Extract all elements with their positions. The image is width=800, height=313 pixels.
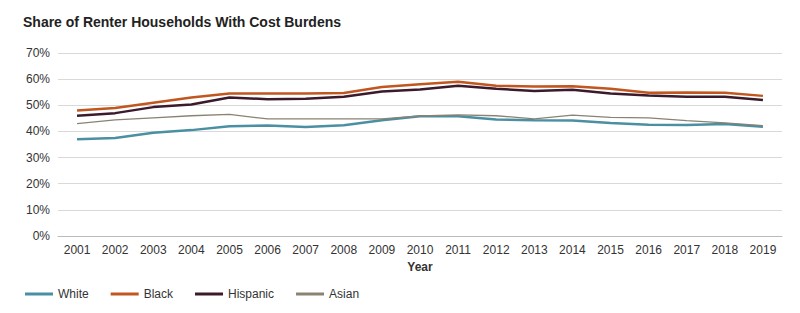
svg-text:2016: 2016 — [635, 243, 662, 257]
svg-text:2014: 2014 — [559, 243, 586, 257]
svg-text:2007: 2007 — [292, 243, 319, 257]
svg-text:White: White — [58, 287, 89, 301]
svg-text:10%: 10% — [26, 203, 50, 217]
svg-text:Black: Black — [144, 287, 174, 301]
svg-text:20%: 20% — [26, 177, 50, 191]
svg-text:30%: 30% — [26, 151, 50, 165]
svg-text:2011: 2011 — [445, 243, 471, 257]
svg-text:70%: 70% — [26, 46, 50, 60]
svg-text:2005: 2005 — [216, 243, 243, 257]
svg-text:Asian: Asian — [329, 287, 359, 301]
svg-text:2009: 2009 — [369, 243, 396, 257]
svg-text:2010: 2010 — [407, 243, 434, 257]
svg-text:2008: 2008 — [330, 243, 357, 257]
svg-text:40%: 40% — [26, 124, 50, 138]
svg-text:0%: 0% — [33, 229, 51, 243]
svg-text:2017: 2017 — [673, 243, 700, 257]
svg-text:2018: 2018 — [711, 243, 738, 257]
svg-text:2004: 2004 — [178, 243, 205, 257]
svg-text:2019: 2019 — [750, 243, 777, 257]
svg-text:60%: 60% — [26, 72, 50, 86]
svg-text:2006: 2006 — [254, 243, 281, 257]
svg-text:2001: 2001 — [64, 243, 91, 257]
svg-text:Hispanic: Hispanic — [228, 287, 274, 301]
svg-text:2013: 2013 — [521, 243, 548, 257]
svg-text:2002: 2002 — [102, 243, 129, 257]
svg-text:Year: Year — [407, 260, 433, 274]
svg-text:2003: 2003 — [140, 243, 167, 257]
svg-text:2012: 2012 — [483, 243, 510, 257]
svg-text:50%: 50% — [26, 98, 50, 112]
svg-text:2015: 2015 — [597, 243, 624, 257]
svg-text:Share of Renter Households Wit: Share of Renter Households With Cost Bur… — [23, 14, 341, 30]
